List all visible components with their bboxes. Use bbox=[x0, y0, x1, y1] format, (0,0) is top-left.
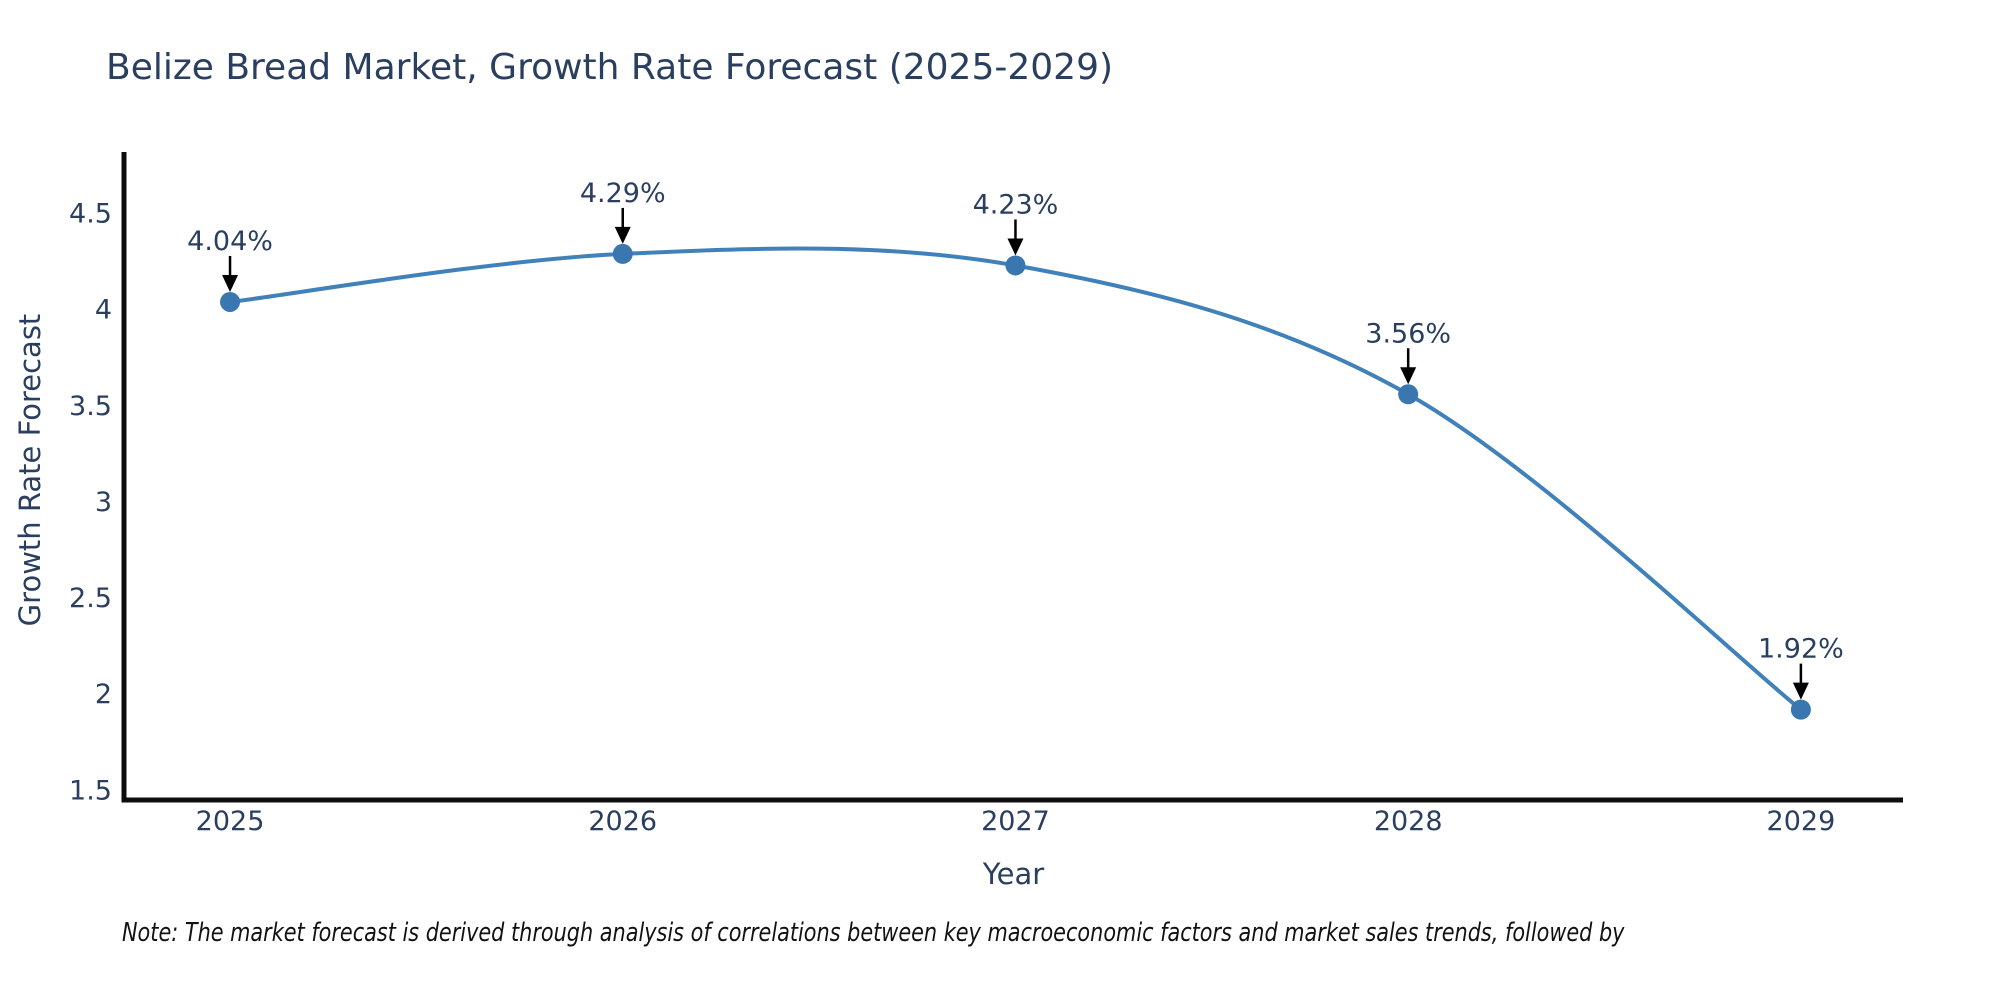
annotation-arrowhead bbox=[614, 226, 631, 244]
x-tick-label: 2027 bbox=[981, 806, 1050, 837]
data-point-marker bbox=[220, 291, 241, 312]
annotation-arrowhead bbox=[1400, 367, 1417, 385]
y-tick-label: 3.5 bbox=[69, 391, 112, 422]
data-point-marker bbox=[1398, 384, 1419, 405]
y-tick-label: 1.5 bbox=[69, 775, 112, 806]
y-tick-label: 4.5 bbox=[69, 199, 112, 230]
annotation-arrowhead bbox=[1007, 238, 1024, 256]
y-tick-label: 2 bbox=[95, 679, 112, 710]
data-point-marker bbox=[612, 243, 633, 264]
data-point-label: 4.29% bbox=[580, 178, 666, 209]
annotation-arrowhead bbox=[222, 274, 239, 292]
x-tick-label: 2026 bbox=[588, 806, 657, 837]
data-point-label: 4.04% bbox=[187, 226, 273, 257]
y-axis-title: Growth Rate Forecast bbox=[13, 314, 47, 627]
y-tick-label: 4 bbox=[95, 295, 112, 326]
y-tick-label: 3 bbox=[95, 487, 112, 518]
data-point-marker bbox=[1790, 699, 1811, 720]
forecast-line bbox=[228, 246, 1803, 712]
x-tick-label: 2025 bbox=[196, 806, 265, 837]
x-axis-title: Year bbox=[982, 857, 1044, 891]
annotation-arrowhead bbox=[1792, 682, 1809, 700]
data-point-marker bbox=[1005, 255, 1026, 276]
data-point-label: 1.92% bbox=[1758, 634, 1844, 665]
data-point-label: 4.23% bbox=[973, 189, 1059, 220]
footnote: Note: The market forecast is derived thr… bbox=[122, 918, 1625, 948]
chart-title: Belize Bread Market, Growth Rate Forecas… bbox=[106, 47, 1114, 88]
data-point-label: 3.56% bbox=[1365, 318, 1451, 349]
x-tick-label: 2029 bbox=[1767, 806, 1836, 837]
x-tick-label: 2028 bbox=[1374, 806, 1443, 837]
y-tick-label: 2.5 bbox=[69, 583, 112, 614]
